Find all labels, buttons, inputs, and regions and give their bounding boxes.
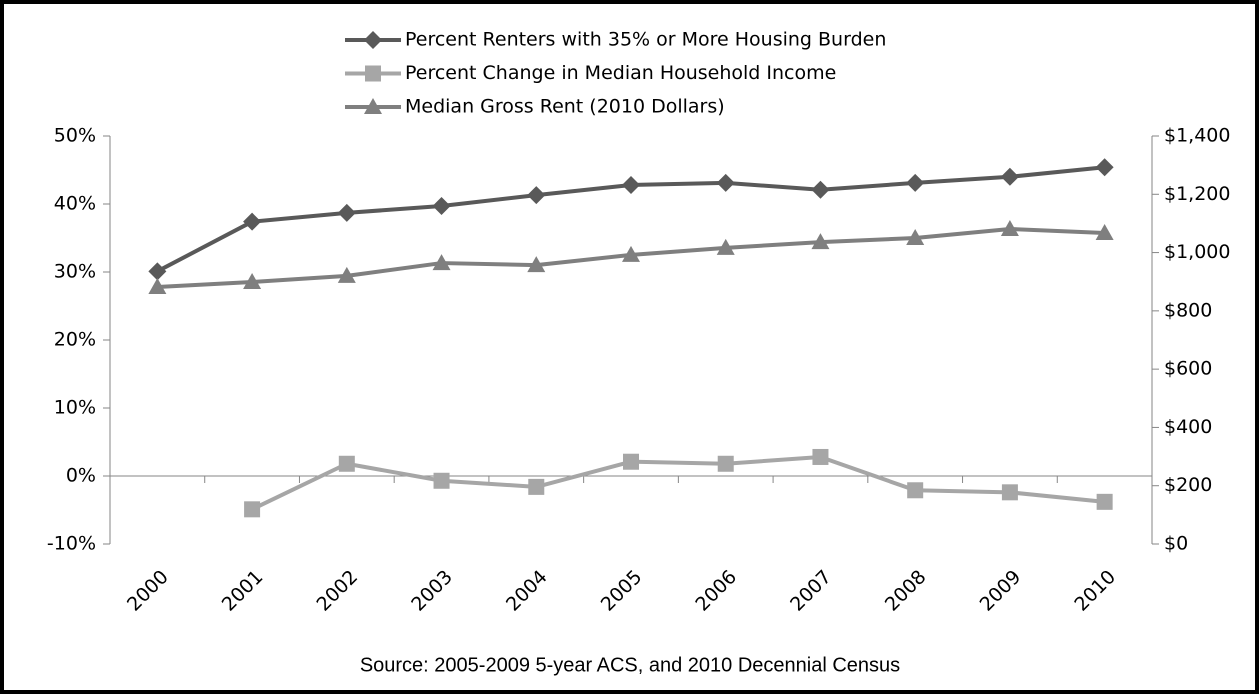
data-point <box>527 256 546 273</box>
data-point <box>432 254 451 271</box>
data-point <box>811 233 830 250</box>
data-point <box>243 212 262 231</box>
y2-tick-label: $1,400 <box>1164 125 1230 147</box>
data-point <box>244 501 261 518</box>
legend-label: Percent Change in Median Household Incom… <box>405 62 836 84</box>
y2-tick-label: $0 <box>1164 533 1188 555</box>
data-point <box>1000 167 1019 186</box>
y2-tick-label: $800 <box>1164 299 1212 321</box>
data-point <box>716 238 735 255</box>
data-point <box>1096 493 1113 510</box>
data-point <box>243 273 262 290</box>
data-point <box>906 229 925 245</box>
data-point <box>432 197 451 216</box>
data-point <box>1000 219 1019 236</box>
data-point <box>716 173 735 192</box>
y-tick-label: 20% <box>54 329 96 351</box>
y-tick-label: 10% <box>54 397 96 419</box>
y-tick-label: 50% <box>54 125 96 147</box>
source-note: Source: 2005-2009 5-year ACS, and 2010 D… <box>360 654 900 676</box>
y-tick-label: 0% <box>66 465 96 487</box>
y-tick-label: 30% <box>54 261 96 283</box>
legend-label: Median Gross Rent (2010 Dollars) <box>405 96 725 118</box>
data-point <box>527 186 546 205</box>
data-point <box>337 203 356 222</box>
data-point <box>337 266 356 283</box>
y2-tick-label: $1,000 <box>1164 241 1230 263</box>
data-point <box>622 175 640 194</box>
data-point <box>622 245 640 262</box>
data-point <box>338 455 355 472</box>
legend-marker <box>365 65 381 82</box>
legend-label: Percent Renters with 35% or More Housing… <box>405 29 886 51</box>
data-point <box>1095 224 1114 241</box>
data-point <box>148 277 167 294</box>
data-point <box>528 478 545 495</box>
y-tick-label: 40% <box>54 193 96 215</box>
data-point <box>623 453 639 470</box>
y-tick-label: -10% <box>47 533 96 555</box>
data-point <box>1001 484 1018 501</box>
data-point <box>1095 158 1114 177</box>
y2-tick-label: $200 <box>1164 474 1212 496</box>
y2-tick-label: $600 <box>1164 358 1212 380</box>
y2-tick-label: $400 <box>1164 416 1212 438</box>
data-point <box>907 482 924 499</box>
y2-tick-label: $1,200 <box>1164 183 1230 205</box>
data-point <box>811 180 830 199</box>
series-line <box>251 454 1105 512</box>
data-point <box>717 455 734 472</box>
legend-marker <box>364 98 382 114</box>
data-point <box>148 262 167 281</box>
data-point <box>906 173 925 192</box>
legend-marker <box>364 31 382 49</box>
data-point <box>433 472 450 489</box>
data-point <box>812 448 829 465</box>
